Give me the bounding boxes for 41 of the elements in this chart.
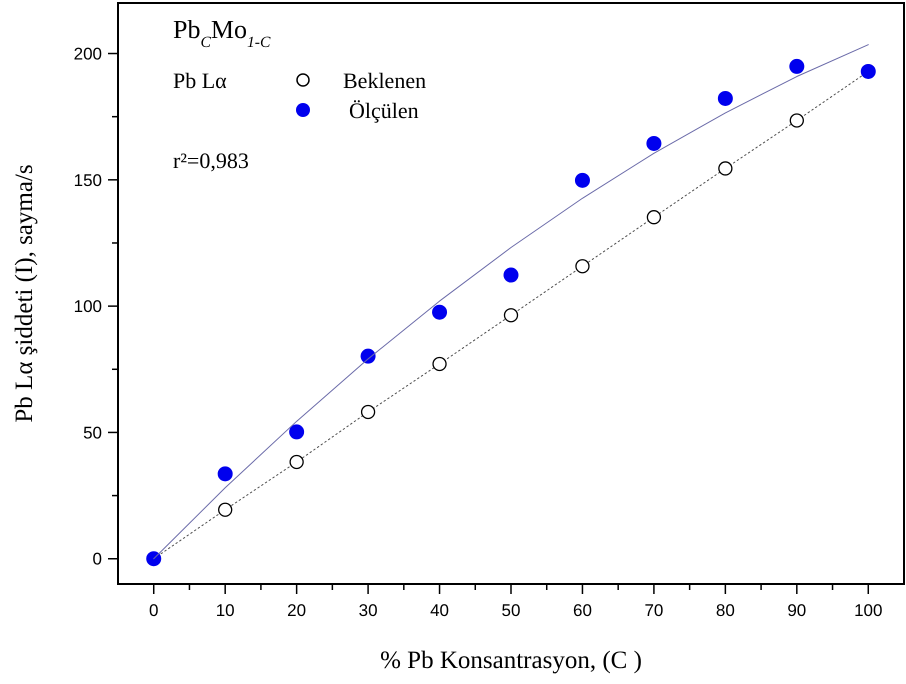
point	[790, 113, 804, 128]
x-axis-title: % Pb Konsantrasyon, (C )	[380, 647, 642, 674]
legend-title: Pb Lα	[173, 68, 228, 93]
x-tick-label: 20	[287, 601, 306, 620]
annotation: r²=0,983	[173, 148, 249, 173]
text: Pb$_{C}$Mo$_{1-C}$	[173, 15, 271, 50]
point	[432, 304, 448, 320]
point	[575, 259, 590, 274]
x-tick-label: 50	[502, 601, 520, 620]
point	[504, 268, 518, 283]
point	[432, 356, 447, 372]
point	[718, 161, 733, 176]
x-tick-label: 90	[787, 601, 806, 620]
x-tick-label: 80	[716, 601, 735, 620]
point	[646, 136, 662, 151]
point	[360, 348, 376, 364]
point	[789, 58, 804, 74]
y-tick-label: 0	[92, 550, 102, 569]
x-tick-label: 60	[572, 601, 592, 620]
x-tick-label: 100	[854, 601, 882, 620]
y-tick-label: 50	[83, 423, 102, 442]
y-tick-label: 200	[74, 44, 102, 64]
point	[218, 502, 232, 517]
point	[289, 454, 304, 470]
x-tick-label: 30	[358, 601, 378, 620]
y-tick-label: 150	[74, 170, 102, 190]
point	[646, 210, 662, 224]
legend-label: Beklenen	[343, 68, 426, 93]
point	[504, 308, 518, 322]
point	[218, 466, 233, 482]
y-tick-label: 100	[74, 297, 102, 316]
point	[718, 90, 733, 106]
point	[360, 404, 376, 420]
x-tick-label: 40	[430, 601, 450, 620]
x-tick-label: 70	[644, 601, 664, 620]
legend-label: Ölçülen	[349, 98, 419, 123]
x-tick-label: 0	[148, 601, 158, 620]
x-tick-label: 10	[216, 601, 235, 620]
point	[289, 424, 304, 440]
point	[574, 172, 590, 188]
y-axis-title: Pb Lα şiddeti (I), sayma/s	[11, 164, 38, 423]
